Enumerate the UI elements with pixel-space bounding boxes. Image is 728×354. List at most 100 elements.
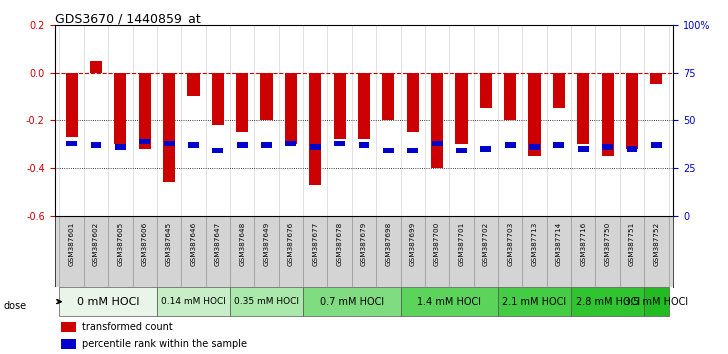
Text: GSM387713: GSM387713	[531, 221, 537, 266]
Bar	[480, 146, 491, 152]
Bar	[132, 216, 157, 287]
Text: GSM387601: GSM387601	[68, 221, 75, 266]
Bar	[400, 287, 498, 316]
Bar	[163, 73, 175, 182]
Bar	[230, 216, 254, 287]
Bar	[61, 339, 76, 349]
Bar	[498, 216, 523, 287]
Bar	[115, 144, 126, 150]
Bar	[627, 146, 638, 152]
Bar	[213, 148, 223, 153]
Bar	[237, 142, 248, 148]
Text: 0.35 mM HOCl: 0.35 mM HOCl	[234, 297, 299, 306]
Text: GSM387752: GSM387752	[653, 221, 660, 266]
Bar	[432, 141, 443, 146]
Bar	[309, 73, 321, 185]
Bar	[187, 73, 199, 96]
Text: GSM387649: GSM387649	[264, 221, 269, 266]
Bar	[650, 73, 662, 85]
Bar	[303, 287, 400, 316]
Text: 2.8 mM HOCl: 2.8 mM HOCl	[576, 297, 640, 307]
Text: GDS3670 / 1440859_at: GDS3670 / 1440859_at	[55, 12, 200, 25]
Bar	[382, 73, 395, 120]
Bar	[61, 322, 76, 332]
Bar	[376, 216, 400, 287]
Bar	[456, 148, 467, 153]
Text: 2.1 mM HOCl: 2.1 mM HOCl	[502, 297, 566, 307]
Bar	[571, 216, 596, 287]
Text: dose: dose	[4, 301, 27, 311]
Bar	[425, 216, 449, 287]
Bar	[431, 73, 443, 168]
Text: GSM387699: GSM387699	[410, 221, 416, 266]
Bar	[383, 148, 394, 153]
Bar	[602, 144, 613, 150]
Text: GSM387714: GSM387714	[556, 221, 562, 266]
Bar	[480, 73, 492, 108]
Text: GSM387703: GSM387703	[507, 221, 513, 266]
Text: GSM387716: GSM387716	[580, 221, 586, 266]
Text: 3.5 mM HOCl: 3.5 mM HOCl	[625, 297, 689, 307]
Text: GSM387702: GSM387702	[483, 221, 488, 266]
Bar	[553, 73, 565, 108]
Bar	[285, 73, 297, 144]
Bar	[230, 287, 303, 316]
Text: percentile rank within the sample: percentile rank within the sample	[82, 339, 248, 349]
Text: 1.4 mM HOCl: 1.4 mM HOCl	[417, 297, 481, 307]
Bar	[164, 141, 175, 146]
Bar	[157, 287, 230, 316]
Bar	[261, 73, 273, 120]
Text: 0.14 mM HOCl: 0.14 mM HOCl	[161, 297, 226, 306]
Bar	[60, 287, 157, 316]
Bar	[407, 148, 418, 153]
Bar	[358, 142, 370, 148]
Text: GSM387698: GSM387698	[385, 221, 392, 266]
Text: GSM387676: GSM387676	[288, 221, 294, 266]
Text: transformed count: transformed count	[82, 322, 173, 332]
Bar	[333, 73, 346, 139]
Text: GSM387647: GSM387647	[215, 221, 221, 266]
Bar	[188, 142, 199, 148]
Text: GSM387648: GSM387648	[240, 221, 245, 266]
Bar	[455, 73, 467, 144]
Bar	[310, 144, 321, 150]
Text: GSM387645: GSM387645	[166, 221, 172, 266]
Bar	[66, 141, 77, 146]
Bar	[523, 216, 547, 287]
Bar	[84, 216, 108, 287]
Bar	[236, 73, 248, 132]
Bar	[504, 73, 516, 120]
Bar	[644, 216, 668, 287]
Text: GSM387646: GSM387646	[191, 221, 197, 266]
Bar	[578, 146, 589, 152]
Bar	[114, 73, 127, 144]
Bar	[498, 287, 571, 316]
Bar	[138, 73, 151, 149]
Bar	[596, 216, 620, 287]
Text: GSM387605: GSM387605	[117, 221, 123, 266]
Text: GSM387700: GSM387700	[434, 221, 440, 266]
Bar	[334, 141, 345, 146]
Bar	[90, 142, 101, 148]
Bar	[571, 287, 644, 316]
Text: GSM387750: GSM387750	[605, 221, 611, 266]
Bar	[90, 61, 102, 73]
Bar	[60, 216, 84, 287]
Bar	[285, 141, 296, 146]
Bar	[601, 73, 614, 156]
Text: 0.7 mM HOCl: 0.7 mM HOCl	[320, 297, 384, 307]
Bar	[474, 216, 498, 287]
Text: 0 mM HOCl: 0 mM HOCl	[77, 297, 140, 307]
Bar	[547, 216, 571, 287]
Text: GSM387678: GSM387678	[336, 221, 343, 266]
Bar	[157, 216, 181, 287]
Bar	[626, 73, 638, 149]
Bar	[577, 73, 590, 144]
Bar	[529, 73, 541, 156]
Bar	[212, 73, 224, 125]
Text: GSM387751: GSM387751	[629, 221, 635, 266]
Text: GSM387679: GSM387679	[361, 221, 367, 266]
Bar	[400, 216, 425, 287]
Bar	[644, 287, 668, 316]
Text: GSM387602: GSM387602	[93, 221, 99, 266]
